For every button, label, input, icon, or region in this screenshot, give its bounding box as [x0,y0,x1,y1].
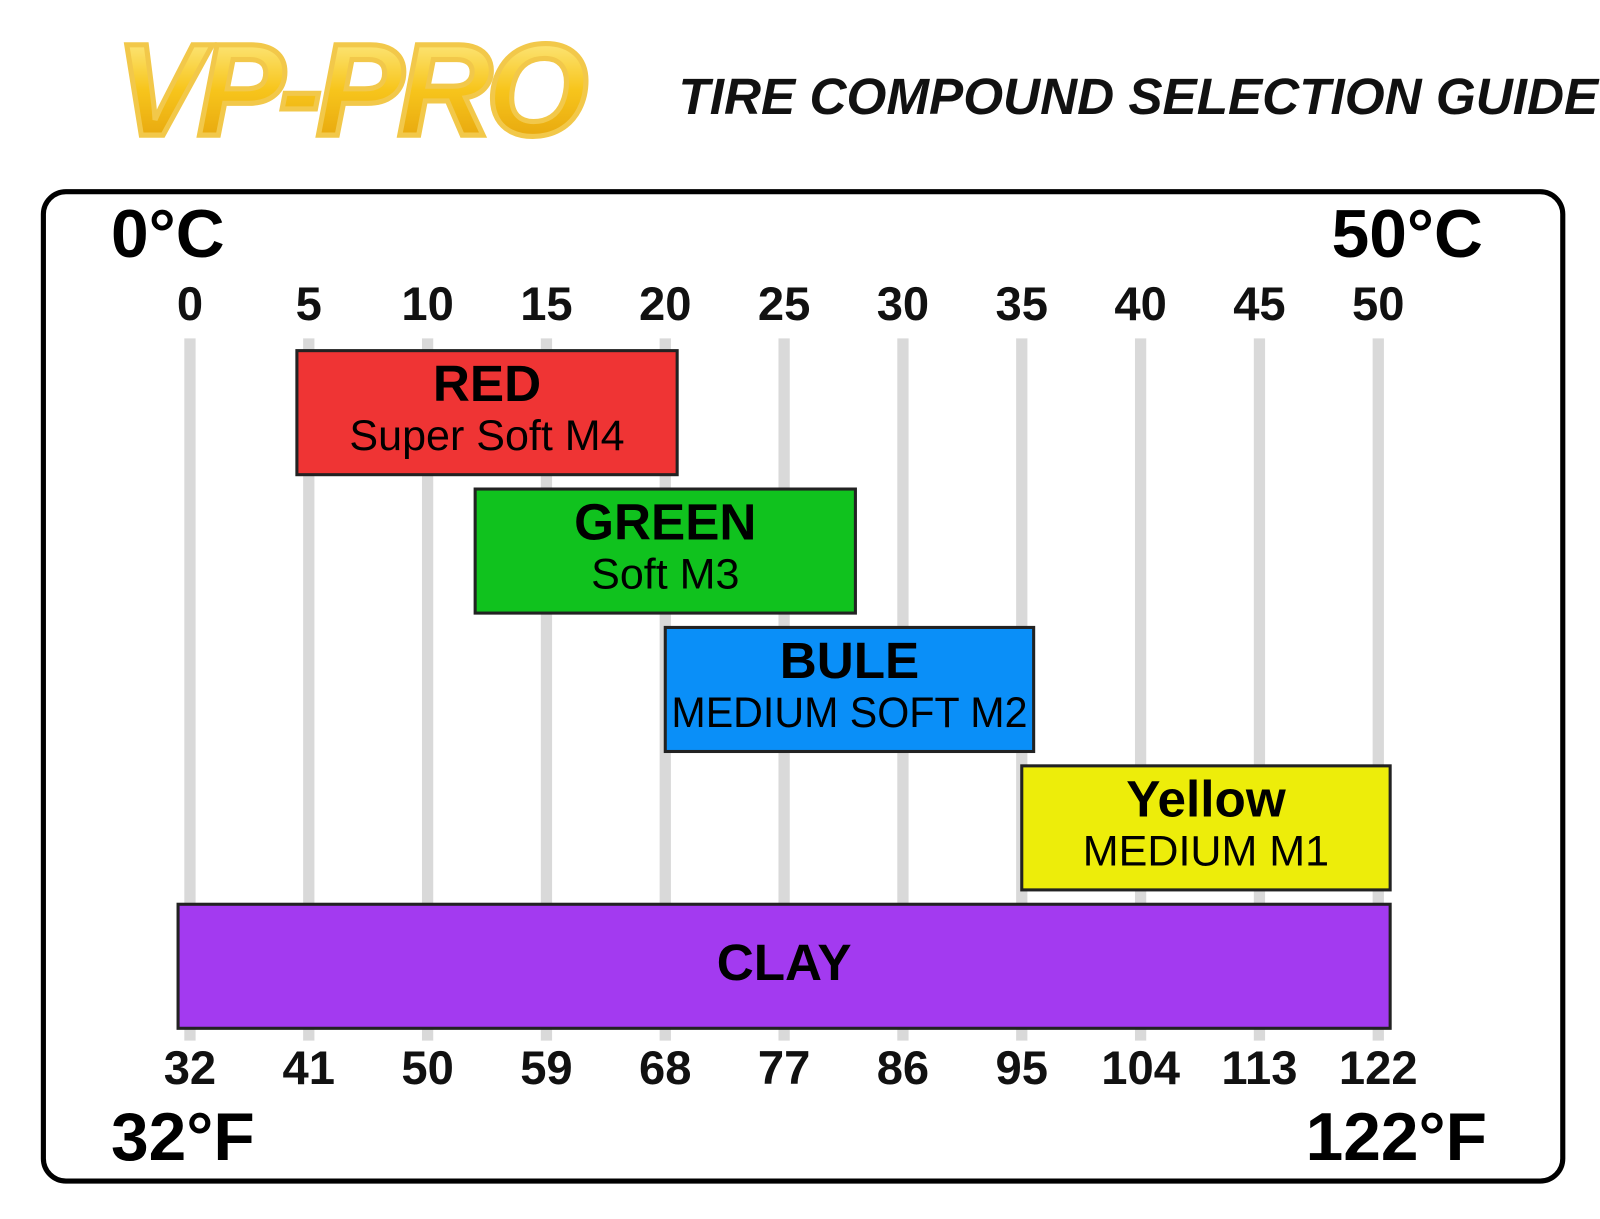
x2-tick-label: 68 [639,1041,691,1094]
x2-tick-label: 41 [283,1041,335,1094]
x-tick-label: 10 [401,277,453,330]
bar-name: Yellow [1126,770,1286,827]
bar-description: MEDIUM M1 [1083,827,1329,875]
x-axis-start-label: 0°C [111,197,225,272]
page-title: TIRE COMPOUND SELECTION GUIDE [678,68,1600,125]
range-bar [1020,764,1392,892]
bar-name: BULE [780,632,920,689]
x-tick-label: 40 [1114,277,1166,330]
x2-tick-label: 59 [520,1041,572,1094]
bar-description: MEDIUM SOFT M2 [671,689,1027,737]
bar-name: RED [433,355,541,412]
x-tick-label: 5 [296,277,322,330]
x-tick-label: 35 [996,277,1048,330]
x2-tick-label: 86 [877,1041,929,1094]
bar-name: GREEN [574,493,756,550]
x2-tick-label: 95 [996,1041,1048,1094]
x-tick-label: 20 [639,277,691,330]
x-tick-label: 25 [758,277,810,330]
range-bar [295,349,679,477]
range-bar [176,902,1392,1030]
range-bar [473,487,857,615]
x-tick-label: 30 [877,277,929,330]
bar-name: CLAY [717,934,852,991]
x2-tick-label: 104 [1101,1041,1180,1094]
x-tick-label: 0 [177,277,203,330]
x2-axis-end-label: 122°F [1306,1100,1487,1175]
x-tick-label: 15 [520,277,572,330]
x2-tick-label: 32 [164,1041,216,1094]
x-tick-label: 50 [1352,277,1404,330]
x2-tick-label: 50 [401,1041,453,1094]
x2-tick-label: 77 [758,1041,810,1094]
bar-description: Soft M3 [591,551,739,599]
x2-tick-label: 113 [1221,1041,1297,1094]
x-tick-label: 45 [1233,277,1285,330]
x-axis-end-label: 50°C [1332,197,1483,272]
logo: VP-PRO [116,16,586,163]
x2-tick-label: 122 [1339,1041,1418,1094]
x2-axis-start-label: 32°F [111,1100,255,1175]
range-bar [663,625,1036,754]
bar-description: Super Soft M4 [349,412,624,460]
